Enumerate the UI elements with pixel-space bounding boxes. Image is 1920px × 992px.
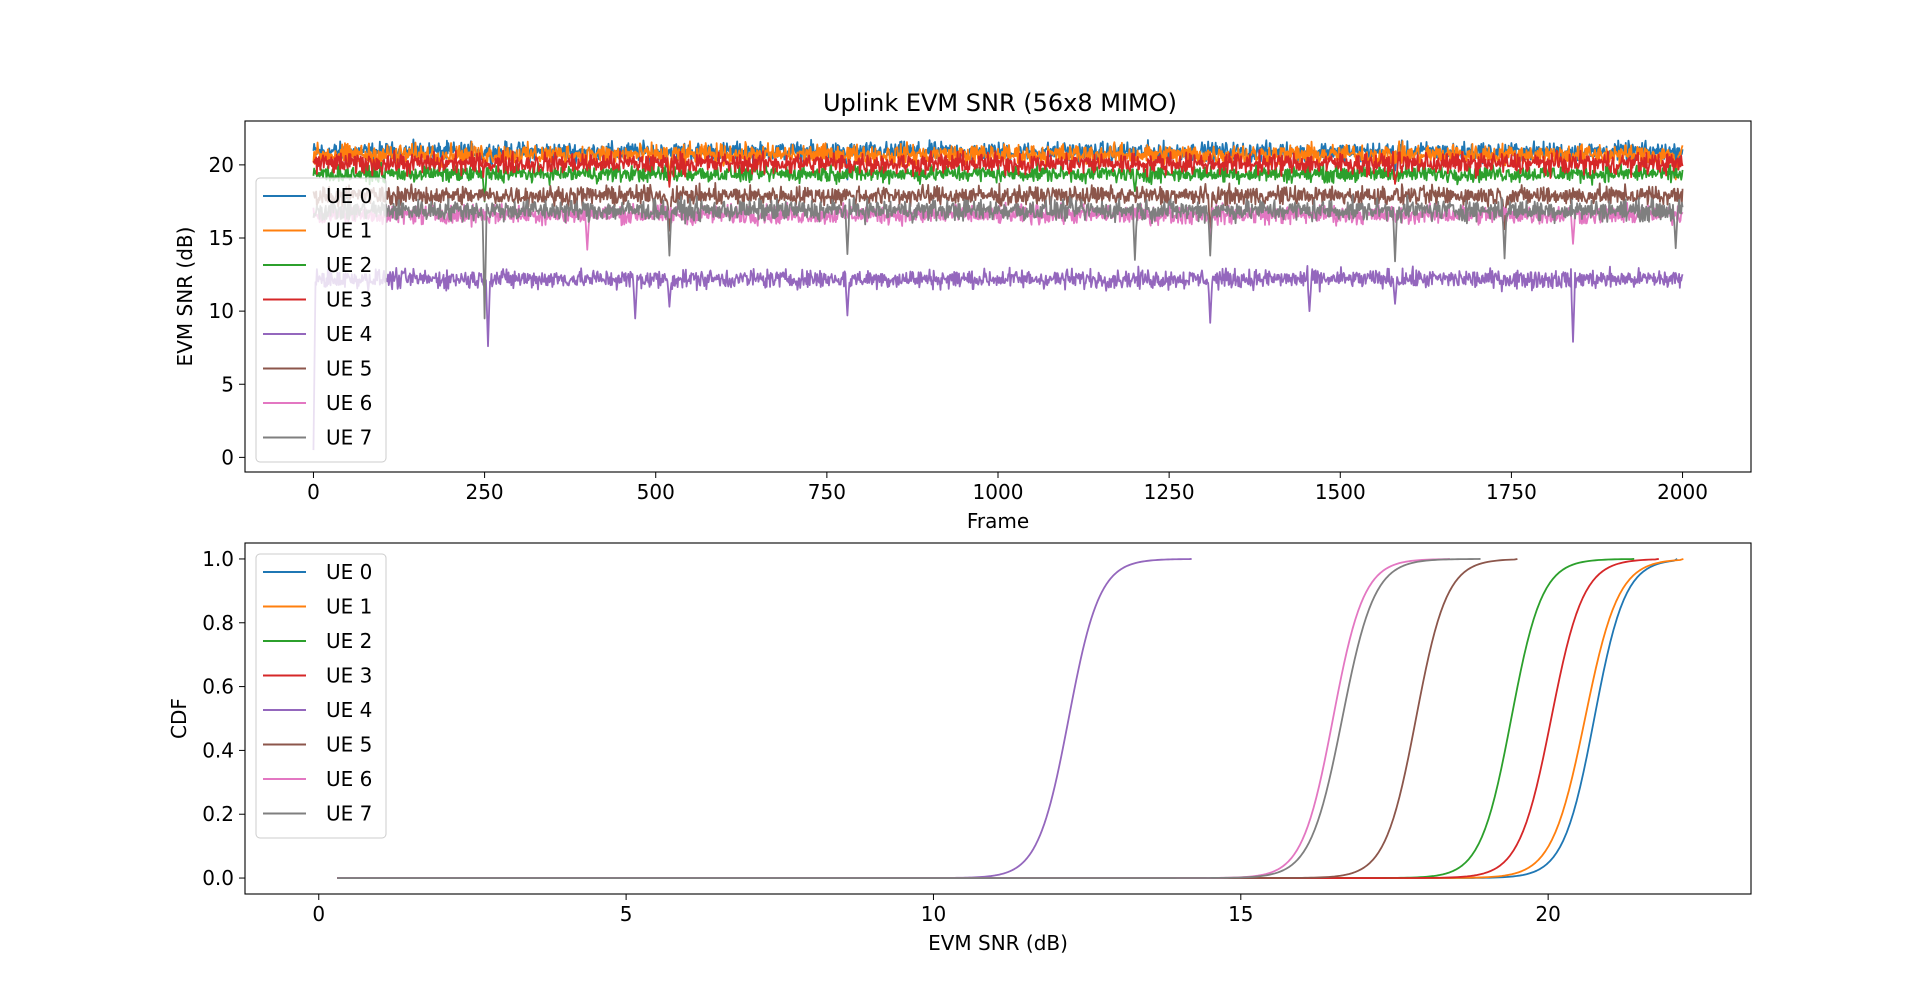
legend-item: UE 1 bbox=[263, 219, 372, 243]
legend-item: UE 2 bbox=[263, 629, 372, 653]
plot-area bbox=[312, 138, 1684, 451]
axes-frame bbox=[244, 542, 1752, 895]
legend-item: UE 7 bbox=[263, 802, 372, 826]
series-line-ue-3 bbox=[312, 149, 1684, 188]
y-tick-label: 5 bbox=[221, 372, 234, 396]
legend-item: UE 3 bbox=[263, 288, 372, 312]
y-tick-label: 0 bbox=[221, 445, 234, 469]
x-axis-label: EVM SNR (dB) bbox=[928, 931, 1068, 955]
legend-box bbox=[255, 553, 387, 839]
cdf-panel: 0 5 10 15 20 0.0 0.2 0.4 0.6 0.8 1.0 EVM SNR (dB) CD… bbox=[167, 542, 1752, 955]
legend-item: UE 4 bbox=[263, 322, 372, 346]
y-tick-label: 1.0 bbox=[202, 547, 234, 571]
x-tick-label: 2000 bbox=[1657, 480, 1708, 504]
series-line-ue-7 bbox=[337, 558, 1481, 879]
legend-label: UE 0 bbox=[326, 560, 372, 584]
series-line-ue-7 bbox=[312, 194, 1684, 320]
series-line-ue-4 bbox=[312, 264, 1684, 451]
legend-item: UE 1 bbox=[263, 595, 372, 619]
legend-label: UE 0 bbox=[326, 184, 372, 208]
legend-item: UE 6 bbox=[263, 767, 372, 791]
legend-label: UE 3 bbox=[326, 664, 372, 688]
y-tick-label: 0.6 bbox=[202, 675, 234, 699]
x-tick-label: 5 bbox=[620, 902, 633, 926]
x-tick-label: 250 bbox=[465, 480, 503, 504]
chart-title: Uplink EVM SNR (56x8 MIMO) bbox=[823, 89, 1177, 117]
legend-label: UE 5 bbox=[326, 357, 372, 381]
legend-label: UE 6 bbox=[326, 391, 372, 415]
legend-label: UE 5 bbox=[326, 733, 372, 757]
legend-item: UE 6 bbox=[263, 391, 372, 415]
series-line-ue-5 bbox=[312, 181, 1684, 236]
y-tick-label: 0.2 bbox=[202, 802, 234, 826]
plot-area bbox=[337, 558, 1684, 879]
legend-label: UE 4 bbox=[326, 322, 372, 346]
x-tick-label: 1000 bbox=[973, 480, 1024, 504]
legend-item: UE 5 bbox=[263, 733, 372, 757]
x-tick-label: 1750 bbox=[1486, 480, 1537, 504]
legend-label: UE 1 bbox=[326, 219, 372, 243]
legend-label: UE 2 bbox=[326, 629, 372, 653]
x-tick-label: 0 bbox=[312, 902, 325, 926]
x-tick-label: 500 bbox=[637, 480, 675, 504]
x-tick-label: 15 bbox=[1228, 902, 1253, 926]
x-tick-label: 1500 bbox=[1315, 480, 1366, 504]
legend-box bbox=[255, 177, 387, 463]
legend-label: UE 2 bbox=[326, 253, 372, 277]
x-tick-label: 1250 bbox=[1144, 480, 1195, 504]
legend-label: UE 4 bbox=[326, 698, 372, 722]
legend-label: UE 1 bbox=[326, 595, 372, 619]
y-tick-label: 0.8 bbox=[202, 611, 234, 635]
x-tick-label: 750 bbox=[808, 480, 846, 504]
time-series-panel: 0 250 500 750 1000 1250 1500 1750 2000 0 5 10 15 20 Fr… bbox=[173, 120, 1752, 533]
legend-item: UE 2 bbox=[263, 253, 372, 277]
legend-item: UE 3 bbox=[263, 664, 372, 688]
legend-label: UE 6 bbox=[326, 767, 372, 791]
legend-item: UE 5 bbox=[263, 357, 372, 381]
legend-item: UE 7 bbox=[263, 426, 372, 450]
legend-label: UE 3 bbox=[326, 288, 372, 312]
y-axis-label: CDF bbox=[167, 698, 191, 739]
y-tick-label: 15 bbox=[209, 226, 234, 250]
y-tick-label: 10 bbox=[209, 299, 234, 323]
y-axis-label: EVM SNR (dB) bbox=[173, 227, 197, 367]
legend-label: UE 7 bbox=[326, 426, 372, 450]
legend-item: UE 0 bbox=[263, 560, 372, 584]
legend-item: UE 4 bbox=[263, 698, 372, 722]
x-tick-label: 0 bbox=[307, 480, 320, 504]
x-axis-label: Frame bbox=[967, 509, 1029, 533]
y-tick-label: 20 bbox=[209, 153, 234, 177]
x-tick-label: 10 bbox=[921, 902, 946, 926]
x-tick-label: 20 bbox=[1535, 902, 1560, 926]
legend: UE 0 UE 1 UE 2 UE 3 UE 4 UE 5 UE 6 UE 7 bbox=[255, 177, 387, 463]
y-tick-label: 0.4 bbox=[202, 738, 234, 762]
y-tick-label: 0.0 bbox=[202, 866, 234, 890]
legend-item: UE 0 bbox=[263, 184, 372, 208]
legend-label: UE 7 bbox=[326, 802, 372, 826]
legend: UE 0 UE 1 UE 2 UE 3 UE 4 UE 5 UE 6 UE 7 bbox=[255, 553, 387, 839]
